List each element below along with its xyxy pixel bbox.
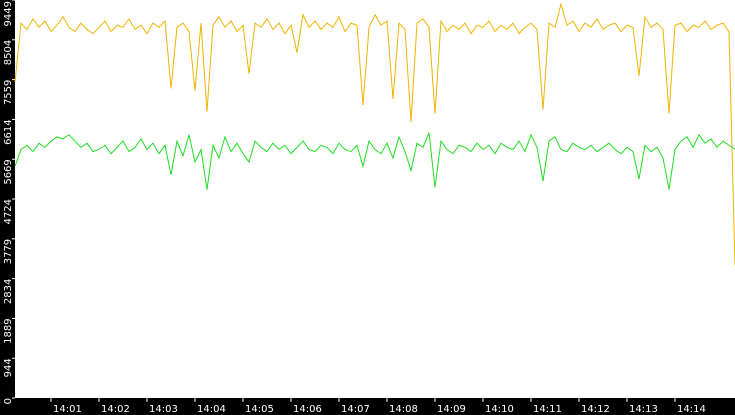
x-tick-label: 14:02 — [101, 404, 130, 415]
series-line — [14, 2, 735, 266]
x-tick-label: 14:06 — [293, 404, 322, 415]
y-tick-label: 1889 — [3, 318, 14, 343]
y-tick-label: 6614 — [3, 119, 14, 144]
x-tick-label: 14:12 — [581, 404, 610, 415]
x-tick-label: 14:01 — [53, 404, 82, 415]
y-tick-label: 5669 — [3, 159, 14, 184]
x-tick-label: 14:14 — [677, 404, 706, 415]
x-tick-label: 14:09 — [437, 404, 466, 415]
y-tick-label: 3779 — [3, 239, 14, 264]
x-tick-label: 14:11 — [533, 404, 562, 415]
plot-area — [15, 0, 735, 398]
x-tick-label: 14:10 — [485, 404, 514, 415]
y-tick-label: 0 — [3, 398, 14, 404]
y-tick-label: 2834 — [3, 279, 14, 304]
x-tick-label: 14:04 — [197, 404, 226, 415]
x-axis-band — [0, 398, 735, 415]
y-tick-label: 9449 — [3, 1, 14, 26]
series-line — [14, 132, 735, 190]
x-tick-label: 14:05 — [245, 404, 274, 415]
y-tick-label: 944 — [3, 358, 14, 377]
y-tick-label: 8504 — [3, 40, 14, 65]
y-tick-label: 4724 — [3, 199, 14, 224]
x-tick-label: 14:13 — [629, 404, 658, 415]
x-tick-label: 14:03 — [149, 404, 178, 415]
x-tick-label: 14:07 — [341, 404, 370, 415]
y-tick-label: 7559 — [3, 80, 14, 105]
y-axis-band — [0, 0, 15, 415]
x-tick-label: 14:08 — [389, 404, 418, 415]
